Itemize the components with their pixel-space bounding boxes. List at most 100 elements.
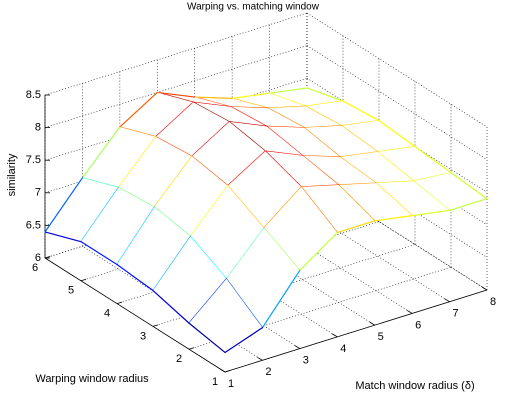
- mesh-face: [119, 92, 194, 137]
- z-tick-label: 8.5: [26, 89, 41, 101]
- mesh-face: [190, 185, 264, 279]
- y-tick: [116, 301, 123, 304]
- mesh-edge: [268, 87, 308, 94]
- x-tick-label: 7: [453, 308, 459, 320]
- mesh-face: [266, 126, 341, 157]
- grid-line: [44, 77, 308, 161]
- mesh-face: [227, 151, 302, 228]
- mesh-face: [189, 278, 263, 353]
- mesh-edge: [411, 209, 451, 217]
- mesh-face: [340, 151, 414, 184]
- grid-line: [306, 45, 488, 160]
- mesh-edge: [414, 146, 452, 174]
- grid-line: [82, 246, 263, 361]
- x-tick: [406, 310, 413, 314]
- x-tick-label: 6: [415, 319, 421, 331]
- z-axis-label: similarity: [6, 153, 18, 196]
- mesh-face: [155, 102, 230, 157]
- plot-area: 6 6.5 7 7.5 8 8.5 1 2 3 4 5 6 1 2 3 4 5 6 7 8: [26, 12, 496, 390]
- mesh-face: [376, 181, 450, 216]
- mesh-edge: [152, 289, 190, 324]
- y-tick-label: 1: [212, 376, 218, 388]
- mesh-face: [304, 125, 378, 157]
- mesh-face: [193, 102, 267, 127]
- mesh-face: [191, 121, 266, 186]
- mesh-edge: [266, 125, 304, 157]
- grid-line: [306, 12, 488, 128]
- x-axis-line: [224, 289, 488, 373]
- x-tick-label: 2: [265, 366, 271, 378]
- mesh-edge: [81, 126, 121, 179]
- mesh-edge: [224, 327, 264, 354]
- mesh-face: [232, 93, 306, 109]
- mesh-edge: [119, 91, 158, 128]
- x-tick-label: 3: [303, 354, 309, 366]
- x-tick: [219, 368, 226, 373]
- y-axis-label: Warping window radius: [35, 373, 149, 385]
- y-axis-line: [44, 257, 226, 373]
- grid-line: [44, 45, 308, 128]
- mesh-face: [305, 101, 379, 126]
- mesh-face: [194, 97, 269, 109]
- mesh-edge: [80, 241, 118, 266]
- x-tick: [444, 298, 450, 303]
- mesh-edge: [378, 119, 416, 148]
- mesh-edge: [44, 231, 82, 243]
- mesh-face: [302, 155, 377, 185]
- grid-line: [306, 77, 488, 193]
- y-tick-label: 2: [176, 353, 182, 365]
- mesh-edge: [261, 269, 301, 329]
- mesh-edge: [336, 220, 376, 234]
- y-tick: [44, 256, 51, 259]
- z-tick-label: 6.5: [26, 219, 41, 231]
- x-tick: [481, 286, 488, 291]
- x-tick-label: 8: [490, 296, 496, 308]
- y-tick: [152, 324, 159, 327]
- x-tick: [332, 333, 338, 338]
- mesh-face: [268, 106, 342, 128]
- mesh-edge: [299, 231, 338, 271]
- mesh-edge: [306, 87, 344, 102]
- mesh-face: [338, 183, 413, 221]
- y-tick: [80, 278, 87, 282]
- mesh-face: [229, 121, 303, 156]
- y-tick: [224, 370, 231, 373]
- x-tick: [369, 321, 375, 326]
- mesh-face: [118, 136, 192, 208]
- grid-line: [306, 175, 488, 291]
- mesh-face: [154, 156, 228, 237]
- z-tick-label: 8: [35, 122, 41, 134]
- mesh-face: [341, 120, 415, 152]
- mesh-face: [413, 172, 487, 211]
- mesh-edge: [156, 91, 196, 98]
- mesh-face: [82, 126, 156, 188]
- mesh-face: [377, 146, 451, 182]
- mesh-face: [157, 92, 231, 107]
- mesh-face: [269, 87, 343, 107]
- x-tick: [294, 345, 301, 349]
- mesh-edge: [374, 215, 413, 222]
- mesh-edge: [194, 96, 233, 99]
- z-tick-label: 7: [35, 187, 41, 199]
- mesh-face: [45, 177, 119, 242]
- z-tick-label: 7.5: [26, 154, 41, 166]
- mesh-edge: [303, 127, 341, 158]
- grid-line: [306, 143, 488, 258]
- y-tick-label: 4: [104, 308, 110, 320]
- x-tick: [257, 356, 263, 361]
- mesh-face: [117, 207, 191, 291]
- x-tick-label: 4: [340, 343, 346, 355]
- mesh-edge: [231, 92, 271, 99]
- mesh-edge: [44, 177, 84, 233]
- mesh-face: [301, 184, 375, 233]
- y-tick-label: 5: [68, 285, 74, 297]
- mesh-face: [230, 106, 305, 128]
- x-axis-label: Match window radius (δ): [355, 380, 474, 392]
- mesh-edge: [188, 322, 226, 354]
- mesh-face: [153, 236, 227, 324]
- grid-line: [44, 12, 308, 96]
- mesh-edge: [342, 100, 380, 122]
- chart-title: Warping vs. matching window: [187, 2, 320, 13]
- z-tick-label: 6: [35, 252, 41, 264]
